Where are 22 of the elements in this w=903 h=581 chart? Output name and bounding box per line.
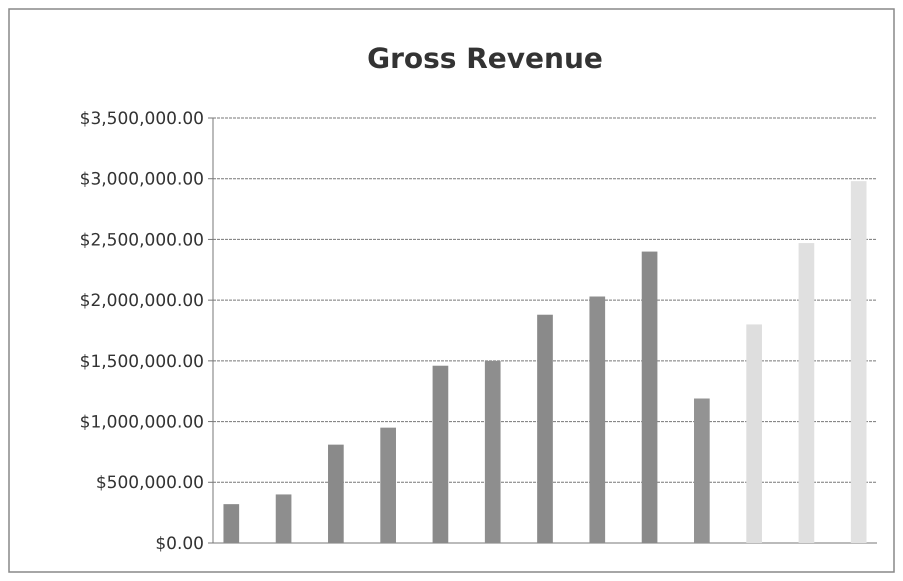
- y-tick-label: $0.00: [155, 534, 204, 554]
- bar: [328, 444, 344, 543]
- bar: [537, 314, 553, 543]
- chart-title: Gross Revenue: [367, 42, 603, 75]
- y-tick-label: $2,500,000.00: [80, 230, 204, 250]
- bar: [746, 324, 762, 543]
- bar: [432, 366, 448, 543]
- y-tick-label: $2,000,000.00: [80, 291, 204, 312]
- y-tick-label: $500,000.00: [96, 473, 204, 494]
- bar: [642, 252, 658, 543]
- bar: [380, 428, 396, 543]
- bar: [223, 504, 240, 543]
- y-tick-label: $3,500,000.00: [80, 108, 204, 129]
- bar: [798, 243, 814, 543]
- y-tick-label: $1,500,000.00: [80, 352, 204, 372]
- bar: [484, 360, 501, 543]
- bar: [589, 296, 606, 543]
- bar: [694, 398, 710, 543]
- bar: [850, 181, 867, 543]
- y-tick-label: $3,000,000.00: [80, 170, 204, 190]
- bar: [276, 494, 292, 543]
- y-tick-label: $1,000,000.00: [80, 412, 204, 433]
